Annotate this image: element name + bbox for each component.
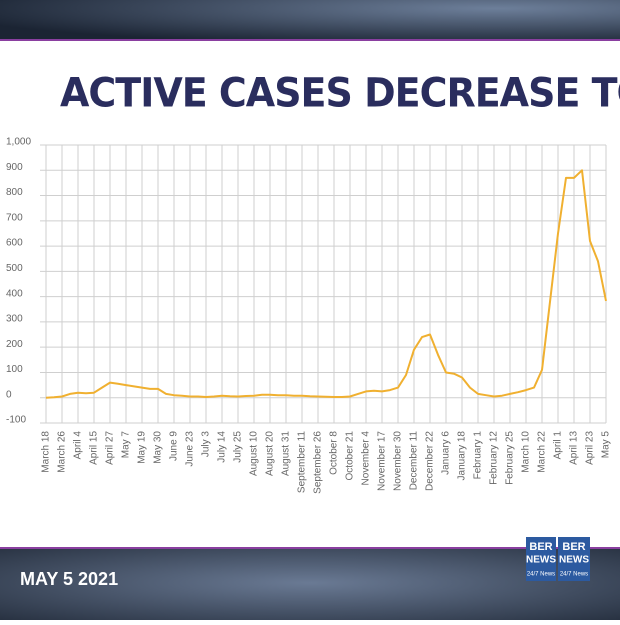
x-tick-label: June 23	[185, 431, 196, 467]
x-tick-label: June 9	[169, 431, 180, 461]
x-tick-label: April 13	[569, 431, 580, 465]
x-tick-label: January 18	[457, 431, 468, 481]
x-tick-label: May 19	[137, 431, 148, 464]
y-tick-label: 300	[6, 314, 23, 325]
x-tick-label: December 22	[425, 431, 436, 491]
x-tick-label: May 30	[153, 431, 164, 464]
top-border	[0, 39, 620, 41]
x-tick-label: August 31	[281, 431, 292, 476]
y-tick-label: 600	[6, 238, 23, 249]
logo-box	[558, 537, 590, 581]
y-tick-label: 0	[6, 389, 12, 400]
logo-text: BER	[529, 541, 552, 553]
x-tick-label: March 22	[537, 431, 548, 473]
logo-box	[526, 537, 556, 581]
x-tick-label: March 26	[57, 431, 68, 473]
x-tick-label: March 18	[41, 431, 52, 473]
x-tick-label: October 8	[329, 431, 340, 475]
y-tick-label: 500	[6, 263, 23, 274]
x-tick-label: July 25	[233, 431, 244, 463]
x-tick-label: September 11	[297, 431, 308, 494]
x-tick-label: May 7	[121, 431, 132, 459]
x-tick-label: November 30	[393, 431, 404, 491]
logo-text: NEWS	[559, 555, 589, 566]
y-tick-label: 900	[6, 162, 23, 173]
x-tick-label: February 1	[473, 431, 484, 480]
header-background	[0, 0, 620, 42]
x-tick-label: February 25	[505, 431, 516, 485]
bottom-border	[0, 547, 620, 549]
x-tick-label: August 10	[249, 431, 260, 476]
x-tick-label: April 4	[73, 431, 84, 460]
y-tick-label: -100	[6, 415, 26, 426]
logo-text: NEWS	[526, 555, 556, 566]
x-tick-label: July 3	[201, 431, 212, 458]
x-tick-label: April 23	[585, 431, 596, 465]
y-tick-label: 800	[6, 187, 23, 198]
footer-date: MAY 5 2021	[20, 569, 118, 589]
x-tick-label: September 26	[313, 431, 324, 494]
x-tick-label: August 20	[265, 431, 276, 476]
card	[0, 40, 620, 548]
x-tick-label: November 4	[361, 431, 372, 486]
footer-background	[0, 546, 620, 620]
x-tick-label: May 5	[601, 431, 612, 459]
data-line	[45, 169, 607, 399]
x-tick-label: April 1	[553, 431, 564, 460]
x-tick-label: December 11	[409, 431, 420, 491]
logo-text: BER	[562, 541, 585, 553]
x-tick-label: April 15	[89, 431, 100, 465]
y-tick-label: 100	[6, 364, 23, 375]
y-tick-label: 1,000	[6, 137, 31, 148]
logo-text: 24/7 News	[560, 572, 588, 578]
x-tick-label: March 10	[521, 431, 532, 473]
y-tick-label: 400	[6, 288, 23, 299]
y-tick-label: 200	[6, 339, 23, 350]
x-tick-label: October 21	[345, 431, 356, 481]
x-tick-label: July 14	[217, 431, 228, 463]
plot-area: -100 0 100 200 300 400 500 600 700 800 900 1,000 Mar…	[6, 137, 612, 494]
chart-title: ACTIVE CASES DECREASE TO 383	[60, 70, 620, 116]
logo-text: 24/7 News	[527, 572, 555, 578]
x-tick-label: November 17	[377, 431, 388, 491]
x-tick-label: January 6	[441, 431, 452, 475]
y-tick-label: 700	[6, 212, 23, 223]
x-tick-label: April 27	[105, 431, 116, 465]
logo: BER NEWS 24/7 News BER NEWS 24/7 News	[526, 537, 590, 581]
x-tick-label: February 12	[489, 431, 500, 485]
